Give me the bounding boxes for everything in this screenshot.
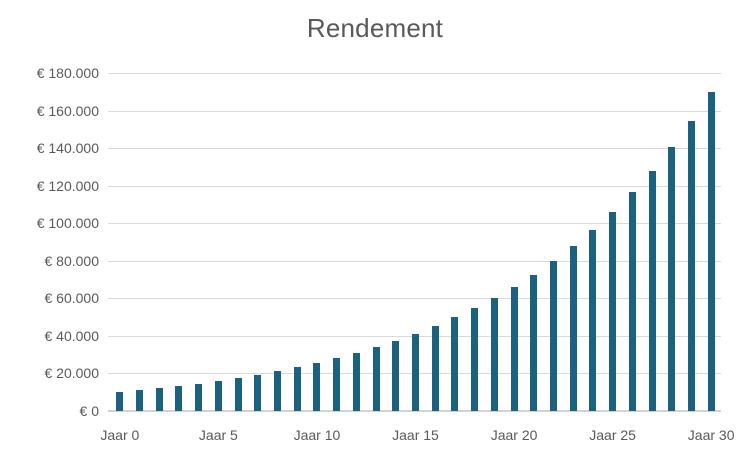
x-tick-label: Jaar 10: [293, 427, 341, 443]
gridline: [108, 260, 721, 262]
bar-jaar-11: [333, 357, 341, 411]
bar-jaar-5: [214, 380, 222, 411]
x-tick-label: Jaar 25: [589, 427, 636, 443]
bar-jaar-4: [195, 383, 203, 411]
bar-jaar-7: [254, 374, 262, 411]
bar-jaar-0: [116, 392, 124, 411]
bar-jaar-19: [490, 298, 498, 411]
x-tick-label: Jaar 30: [687, 427, 735, 443]
bar-jaar-27: [648, 170, 656, 411]
bar-jaar-15: [412, 333, 419, 411]
y-tick-label: € 120.000: [36, 177, 99, 194]
bar-jaar-2: [155, 388, 163, 411]
bar-jaar-21: [530, 274, 538, 411]
bar-jaar-16: [431, 325, 439, 411]
bar-jaar-20: [510, 286, 518, 411]
bar-jaar-13: [372, 346, 380, 411]
bar-jaar-14: [392, 340, 400, 411]
gridline: [108, 73, 721, 74]
bar-jaar-8: [274, 371, 282, 411]
y-tick-label: € 180.000: [36, 65, 99, 81]
bar-jaar-30: [707, 92, 715, 411]
x-tick-label: Jaar 0: [100, 427, 140, 443]
gridline: [108, 223, 721, 225]
bar-jaar-25: [609, 212, 617, 411]
y-tick-label: € 100.000: [36, 215, 99, 232]
gridline: [108, 298, 721, 300]
bar-jaar-24: [589, 229, 597, 411]
y-tick-label: € 140.000: [36, 140, 99, 157]
y-tick-label: € 40.000: [44, 327, 100, 344]
bar-jaar-3: [175, 386, 183, 411]
x-axis-line: [108, 410, 721, 412]
bar-jaar-28: [668, 146, 676, 411]
gridline: [108, 110, 721, 112]
bar-jaar-26: [628, 192, 636, 411]
bar-jaar-23: [569, 246, 577, 411]
x-tick-label: Jaar 20: [490, 427, 538, 443]
x-tick-label: Jaar 5: [198, 427, 238, 443]
y-tick-label: € 80.000: [44, 252, 100, 269]
chart-title: Rendement: [306, 13, 444, 43]
bar-jaar-6: [234, 377, 242, 411]
y-tick-label: € 0: [79, 403, 99, 419]
bar-jaar-1: [136, 390, 144, 411]
bar-jaar-29: [687, 120, 695, 411]
gridline: [108, 185, 721, 187]
y-tick-label: € 160.000: [36, 102, 99, 119]
x-tick-label: Jaar 15: [392, 427, 439, 443]
y-tick-label: € 60.000: [44, 290, 100, 307]
bar-jaar-10: [313, 362, 321, 411]
gridline: [108, 148, 721, 150]
bar-jaar-18: [471, 308, 479, 411]
bar-jaar-12: [352, 352, 360, 411]
bar-jaar-17: [451, 317, 459, 411]
y-tick-label: € 20.000: [44, 365, 100, 382]
bar-jaar-22: [549, 261, 557, 411]
bar-jaar-9: [293, 367, 301, 411]
